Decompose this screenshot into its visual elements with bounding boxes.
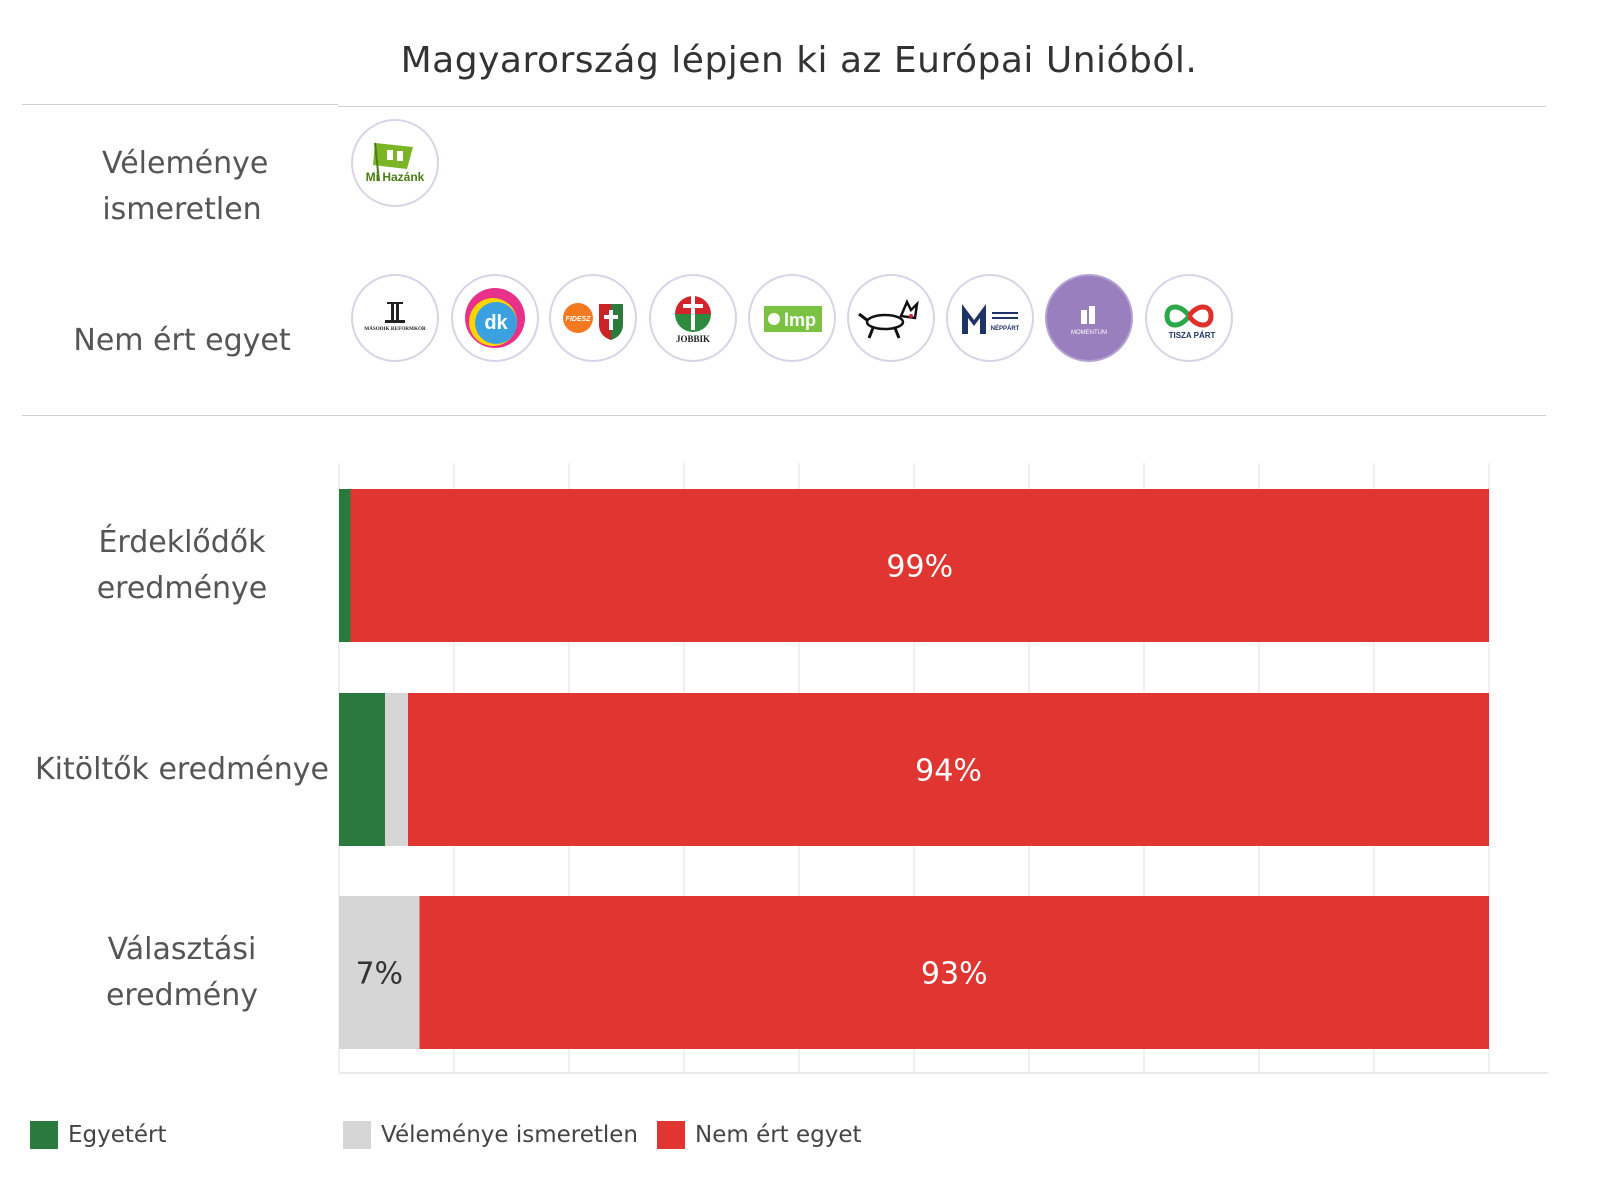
legend-item-unknown: Véleménye ismeretlen [343,1121,638,1149]
dk-logo: dk [451,274,539,362]
svg-text:lmp: lmp [784,310,816,330]
masodik-reformkor-logo: MÁSODIK REFORMKOR [351,274,439,362]
bar-disagree [350,489,1489,642]
data-label: 7% [355,957,403,992]
svg-text:NÉPPÁRT: NÉPPÁRT [991,324,1020,332]
legend-swatch-unknown [343,1121,371,1149]
bar-disagree [419,896,1489,1049]
legend-label-agree: Egyetért [68,1122,167,1148]
header-divider-left [22,104,338,105]
header-divider-right [338,106,1546,107]
positions-divider [22,415,1546,416]
legend-item-agree: Egyetért [30,1121,167,1149]
svg-text:MOMENTUM: MOMENTUM [1071,330,1107,336]
tisza-logo: TISZA PÁRT [1145,274,1233,362]
position-label-disagree: Nem ért egyet [73,323,291,358]
legend-label-unknown: Véleménye ismeretlen [381,1122,639,1148]
lmp-logo: lmp [748,274,836,362]
bar-agree [339,489,351,642]
svg-text:JOBBIK: JOBBIK [676,334,710,344]
jobbik-logo: JOBBIK [649,274,737,362]
svg-text:MÁSODIK REFORMKOR: MÁSODIK REFORMKOR [364,324,426,332]
category-label: Választási eredmény [105,931,259,1013]
svg-text:TISZA PÁRT: TISZA PÁRT [1169,331,1216,340]
bar-disagree [408,693,1489,846]
fidesz-kdnp-logo: FIDESZ [549,274,637,362]
bar-unknown [339,896,420,1049]
data-label: 94% [915,754,982,789]
legend-label-disagree: Nem ért egyet [695,1122,862,1148]
mkkp-dog-logo [847,274,935,362]
legend-item-disagree: Nem ért egyet [657,1121,862,1149]
category-label: Kitöltők eredménye [34,751,330,787]
legend-swatch-disagree [657,1121,685,1149]
svg-text:Mi Hazánk: Mi Hazánk [366,170,425,184]
data-label: 99% [886,550,953,585]
mmn-logo: NÉPPÁRT [946,274,1034,362]
category-label: Érdeklődők eredménye [96,524,268,606]
svg-text:dk: dk [484,312,508,334]
legend-swatch-agree [30,1121,58,1149]
mi-hazank-logo: Mi Hazánk [351,119,439,207]
data-label: 93% [921,957,988,992]
bar-unknown [385,693,408,846]
chart-title: Magyarország lépjen ki az Európai Unióbó… [400,40,1198,81]
bar-agree [339,693,385,846]
momentum-logo: MOMENTUM [1045,274,1133,362]
position-label-unknown: Véleménye ismeretlen [102,146,269,227]
svg-text:FIDESZ: FIDESZ [566,316,592,323]
